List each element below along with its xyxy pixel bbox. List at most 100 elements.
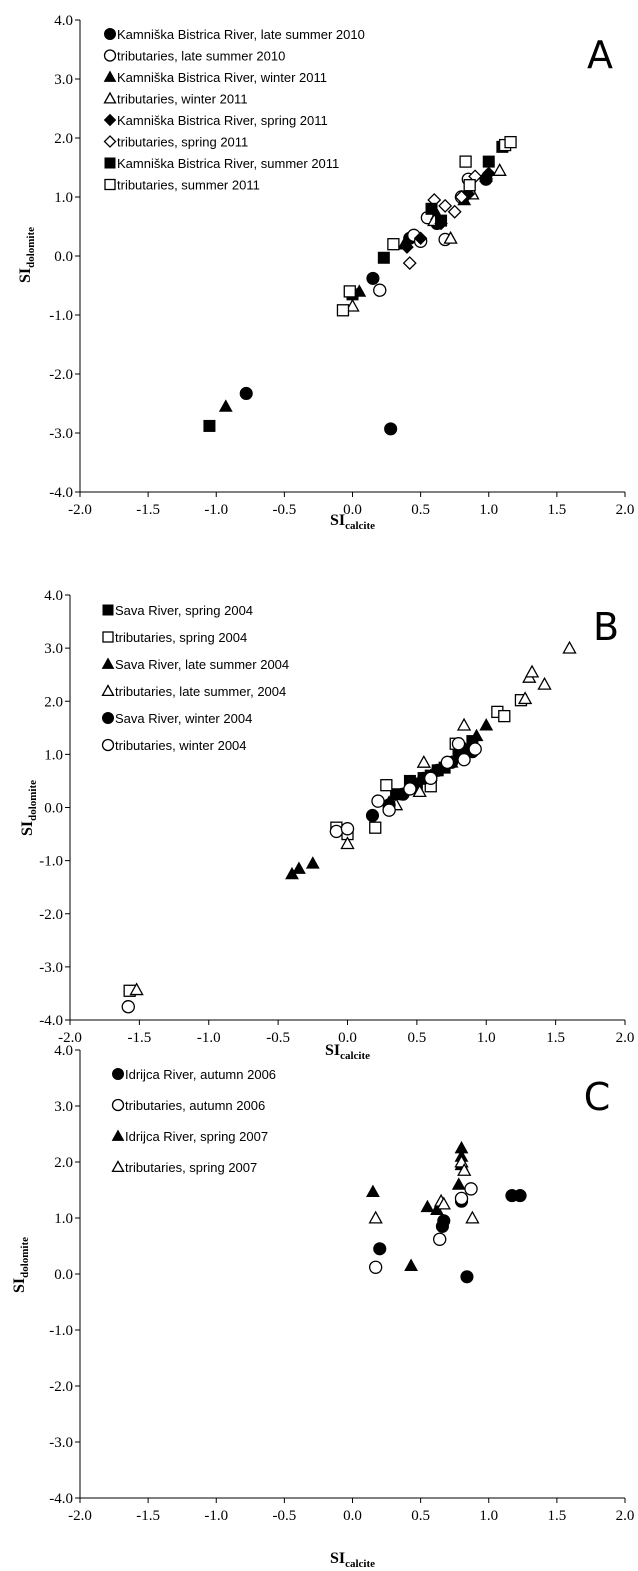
legend-marker: [103, 113, 117, 127]
data-point: [562, 640, 577, 654]
data-point: [365, 808, 380, 823]
data-point: [481, 166, 496, 181]
x-axis-label: SIcalcite: [330, 512, 375, 532]
legend-entry-label: Kamniška Bistrica River, summer 2011: [117, 156, 339, 171]
data-point: [465, 1210, 480, 1224]
legend-marker: [104, 178, 116, 191]
y-tick-label: 3.0: [54, 72, 73, 88]
y-tick-label: -4.0: [39, 1013, 63, 1029]
legend-marker: [104, 28, 116, 40]
scatter-panel-c: -2.0 -1.5 -1.0 -0.5 0.0 0.5 1.0 1.5 2.0 -4.0 -3.0 -…: [11, 1043, 634, 1570]
y-axis-label: SIdolomite: [19, 780, 39, 836]
y-tick-label: -1.0: [49, 1323, 73, 1339]
data-point: [416, 754, 431, 768]
data-point: [517, 691, 533, 705]
data-point: [460, 1270, 474, 1284]
data-point: [340, 822, 355, 836]
y-tick-label: 2.0: [54, 1155, 73, 1171]
data-point: [461, 187, 476, 201]
x-tick-label: 1.0: [479, 1508, 498, 1524]
x-axis-label: SIcalcite: [325, 1042, 370, 1062]
data-point: [433, 1232, 447, 1246]
data-point: [436, 1196, 451, 1210]
panel-label: C: [584, 1075, 611, 1119]
data-point: [479, 718, 494, 731]
x-tick-label: 1.5: [548, 1508, 567, 1524]
data-point: [380, 779, 393, 792]
data-point: [336, 304, 350, 317]
data-point: [239, 386, 253, 401]
data-point: [468, 742, 482, 756]
x-tick-label: 1.5: [546, 1030, 565, 1046]
data-point: [440, 755, 455, 770]
x-tick-label: 2.0: [616, 1508, 635, 1524]
data-point: [513, 1189, 527, 1203]
data-point: [425, 202, 438, 215]
legend-marker: [101, 738, 115, 752]
x-tick-label: 0.0: [338, 1030, 357, 1046]
series-1: [368, 1182, 478, 1274]
series-3: [129, 640, 577, 996]
y-tick-label: -1.0: [49, 308, 73, 324]
data-point: [368, 1210, 383, 1224]
x-tick-label: 0.0: [343, 502, 362, 518]
data-point: [456, 717, 472, 731]
x-tick-label: 0.5: [411, 1508, 430, 1524]
legend-entry-label: Sava River, spring 2004: [115, 603, 253, 618]
data-point: [443, 230, 458, 244]
data-point: [492, 163, 507, 176]
legend-marker: [111, 1160, 125, 1173]
data-point: [498, 709, 511, 723]
y-tick-label: 2.0: [44, 694, 63, 710]
legend-entry-label: Kamniška Bistrica River, late summer 201…: [117, 27, 365, 42]
series-1: [373, 172, 476, 297]
legend-entry-label: Kamniška Bistrica River, winter 2011: [117, 70, 327, 85]
data-point: [400, 240, 414, 254]
x-tick-label: -0.5: [266, 1030, 290, 1046]
legend-entry-label: Sava River, late summer 2004: [115, 657, 289, 672]
legend-entry-label: tributaries, spring 2011: [117, 135, 248, 150]
data-point: [203, 419, 216, 432]
x-axis-label-main: SI: [325, 1042, 340, 1059]
x-tick-label: -1.0: [204, 1508, 228, 1524]
y-tick-label: 0.0: [54, 1267, 73, 1283]
data-point: [457, 752, 471, 767]
y-tick-label: -2.0: [39, 907, 63, 923]
data-point: [413, 231, 428, 246]
y-axis-label: SIdolomite: [17, 227, 37, 283]
series-3: [368, 1154, 480, 1224]
legend-entry-label: tributaries, late summer, 2004: [115, 684, 286, 699]
data-point: [524, 664, 540, 678]
legend-entry-label: tributaries, summer 2011: [117, 178, 260, 193]
legend: Idrijca River, autumn 2006 tributaries, a…: [111, 1067, 276, 1175]
data-point: [451, 737, 466, 751]
data-point: [437, 1214, 451, 1228]
data-point: [420, 1199, 435, 1213]
x-tick-label: -1.0: [204, 502, 228, 518]
legend-entry-label: tributaries, winter 2004: [115, 738, 247, 753]
series-7: [336, 135, 517, 317]
scatter-panel-b: -2.0 -1.5 -1.0 -0.5 0.0 0.5 1.0 1.5 2.0 -4.0 -3.0 -…: [19, 588, 634, 1062]
legend-entry-label: Idrijca River, spring 2007: [125, 1129, 268, 1144]
y-axis-label-main: SI: [19, 821, 36, 836]
y-tick-label: -1.0: [39, 854, 63, 870]
data-point: [438, 198, 453, 213]
data-point: [404, 1258, 418, 1271]
legend-marker: [112, 1068, 124, 1080]
legend-marker: [101, 684, 115, 697]
data-point: [366, 271, 380, 285]
x-tick-label: 1.5: [548, 502, 567, 518]
x-axis-label-sub: calcite: [340, 1050, 370, 1062]
data-point: [292, 861, 306, 874]
x-axis-label-main: SI: [330, 1550, 345, 1567]
data-point: [402, 256, 417, 271]
legend-marker: [103, 91, 117, 104]
y-axis-label-sub: dolomite: [27, 780, 39, 821]
data-point: [373, 283, 387, 297]
y-axis-label-sub: dolomite: [19, 1237, 31, 1278]
data-point: [451, 1177, 466, 1190]
x-tick-label: -1.5: [136, 502, 160, 518]
series-5: [121, 737, 482, 1014]
data-point: [371, 794, 385, 808]
y-axis-label-main: SI: [17, 268, 34, 283]
